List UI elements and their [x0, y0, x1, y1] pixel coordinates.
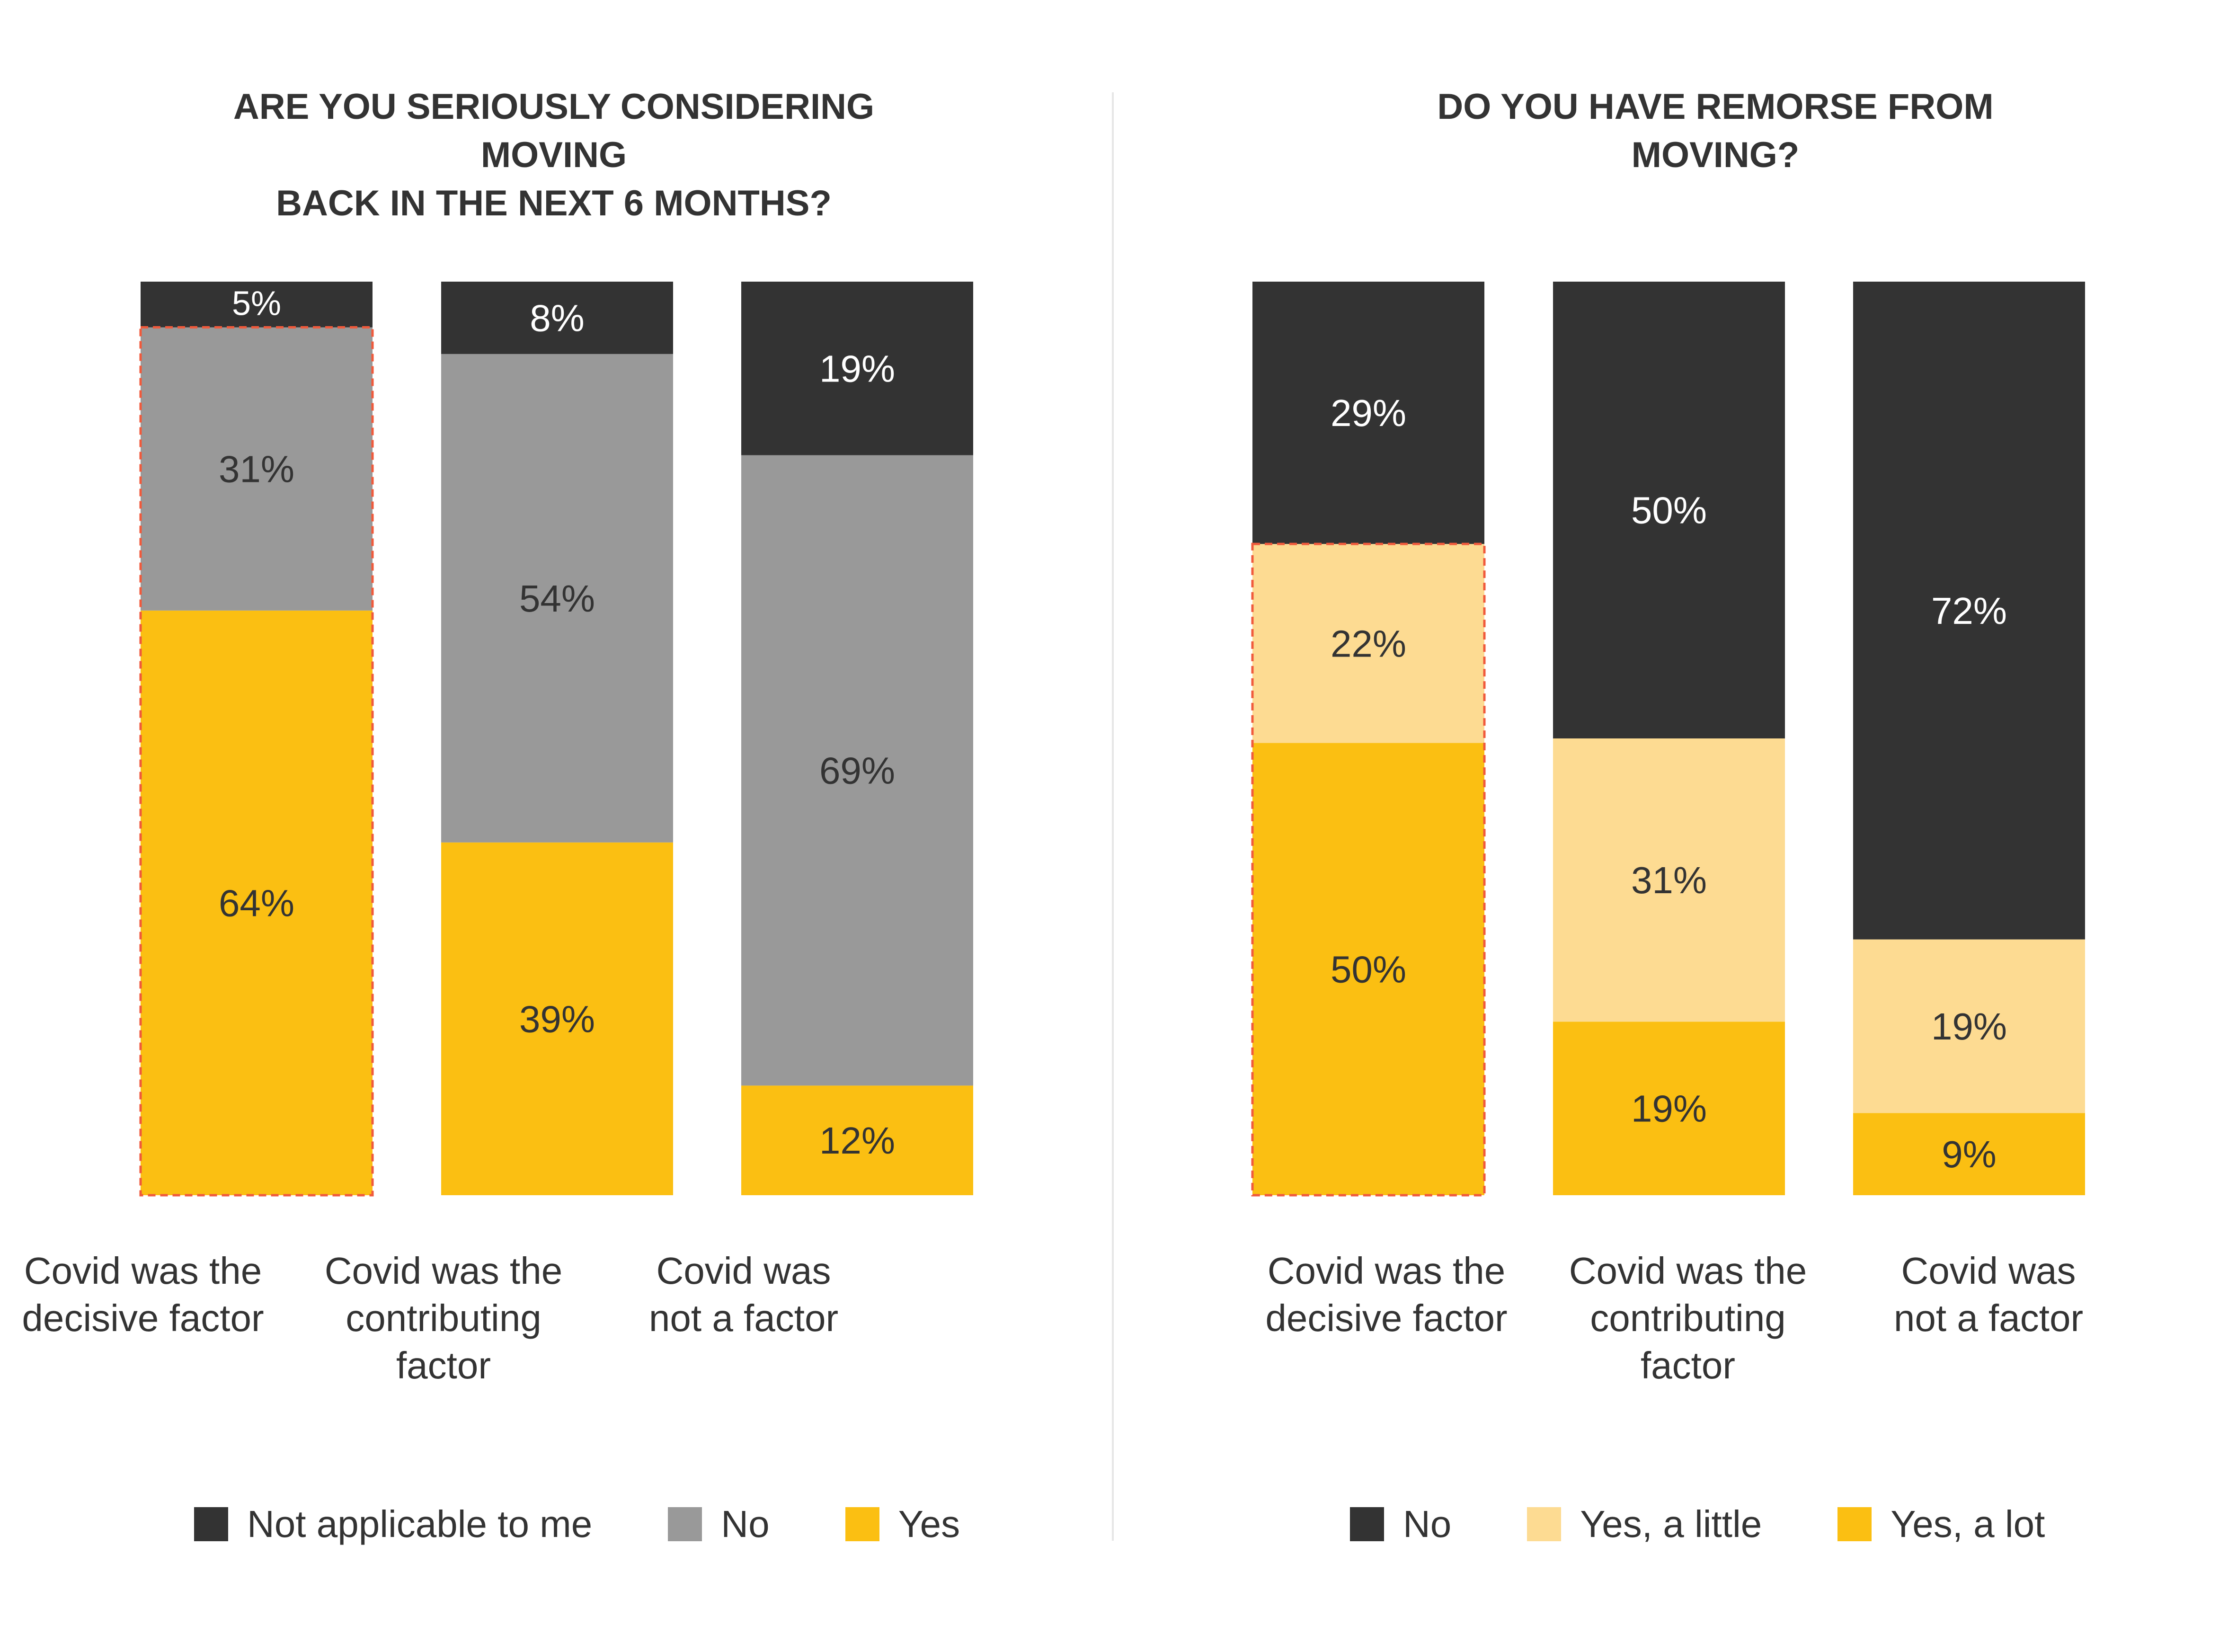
- category-label-line: Covid was the: [24, 1250, 262, 1292]
- legend-item: Yes: [845, 1502, 960, 1546]
- category-label: Covid was the contributing factor: [320, 1247, 567, 1389]
- legend-item: Yes, a little: [1527, 1502, 1762, 1546]
- legend-item: Not applicable to me: [194, 1502, 592, 1546]
- panel-divider: [1112, 92, 1114, 1541]
- category-label: Covid was the decisive factor: [1263, 1247, 1509, 1342]
- chart-title: ARE YOU SERIOUSLY CONSIDERING MOVING BAC…: [180, 83, 928, 228]
- legend-swatch: [1837, 1507, 1872, 1541]
- legend-swatch: [1527, 1507, 1562, 1541]
- chart-legend: Not applicable to me No Yes: [194, 1503, 1036, 1545]
- bar-segment: [141, 327, 373, 611]
- category-label: Covid was the decisive factor: [20, 1247, 266, 1342]
- bar-segment: [1853, 1113, 2085, 1195]
- bar-value-label: 31%: [219, 448, 294, 490]
- chart-legend: No Yes, a little Yes, a lot: [1350, 1503, 2121, 1545]
- bar-segment: [441, 842, 673, 1195]
- category-label-line: decisive factor: [22, 1297, 264, 1339]
- bar-segment: [441, 354, 673, 843]
- highlight-outline: [1251, 542, 1486, 1197]
- bar-segment: [741, 282, 973, 455]
- category-label-line: contributing: [1590, 1297, 1786, 1339]
- category-label-line: contributing: [346, 1297, 541, 1339]
- bar-value-label: 12%: [819, 1119, 895, 1162]
- bar-value-label: 50%: [1631, 489, 1707, 532]
- category-label-line: decisive factor: [1265, 1297, 1508, 1339]
- legend-label: Yes, a lot: [1891, 1503, 2045, 1545]
- bar-segment: [1553, 1021, 1785, 1195]
- bar-segment: [1553, 738, 1785, 1022]
- bar-segment: [441, 282, 673, 354]
- stacked-bar-plot: 50% 22% 29% 19% 31% 50% 9% 19% 72%: [1251, 282, 2085, 1197]
- bar-value-label: 19%: [1631, 1088, 1707, 1130]
- bar-segment: [1853, 282, 2085, 940]
- bar-segment: [741, 455, 973, 1086]
- category-label-line: factor: [1640, 1344, 1736, 1386]
- bar-segment: [141, 610, 373, 1195]
- legend-swatch: [668, 1507, 702, 1541]
- bar-value-label: 54%: [519, 577, 595, 620]
- category-label: Covid was not a factor: [1865, 1247, 2112, 1342]
- bar-segment: [741, 1085, 973, 1195]
- legend-item: Yes, a lot: [1837, 1502, 2045, 1546]
- chart-title: DO YOU HAVE REMORSE FROM MOVING?: [1379, 83, 2051, 179]
- legend-swatch: [194, 1507, 228, 1541]
- bar-value-label: 72%: [1931, 590, 2007, 632]
- legend-swatch: [1350, 1507, 1384, 1541]
- bar-value-label: 8%: [530, 297, 585, 339]
- bar-value-label: 5%: [232, 284, 281, 322]
- legend-label: Yes: [898, 1503, 960, 1545]
- bar-value-label: 64%: [219, 882, 294, 924]
- category-label-line: Covid was the: [1569, 1250, 1807, 1292]
- bar-segment: [141, 282, 373, 328]
- bar-segment: [1252, 282, 1484, 544]
- category-label-line: Covid was: [1901, 1250, 2076, 1292]
- category-label-line: not a factor: [648, 1297, 839, 1339]
- category-label: Covid was the contributing factor: [1565, 1247, 1811, 1389]
- stacked-bar-plot: 64% 31% 5% 39% 54% 8% 12% 69% 19%: [139, 282, 973, 1197]
- bar-value-label: 39%: [519, 998, 595, 1040]
- category-label-line: factor: [396, 1344, 491, 1386]
- bar-value-label: 22%: [1331, 622, 1406, 665]
- legend-label: Yes, a little: [1580, 1503, 1762, 1545]
- bar-value-label: 50%: [1331, 948, 1406, 990]
- chart-panel-remorse: DO YOU HAVE REMORSE FROM MOVING? 50% 22% 2…: [1110, 0, 2219, 1652]
- chart-title-line: BACK IN THE NEXT 6 MONTHS?: [276, 183, 832, 223]
- bar-value-label: 19%: [1931, 1005, 2007, 1048]
- legend-label: No: [1403, 1503, 1452, 1545]
- legend-label: Not applicable to me: [247, 1503, 593, 1545]
- bar-segment: [1252, 743, 1484, 1195]
- chart-title-line: ARE YOU SERIOUSLY CONSIDERING MOVING: [233, 87, 875, 175]
- bar-segment: [1553, 282, 1785, 738]
- bar-value-label: 9%: [1942, 1133, 1997, 1175]
- legend-item: No: [668, 1502, 770, 1546]
- bar-segment: [1853, 939, 2085, 1113]
- bar-value-label: 19%: [819, 347, 895, 390]
- bar-segment: [1252, 544, 1484, 743]
- category-label-line: Covid was: [656, 1250, 831, 1292]
- bar-value-label: 31%: [1631, 859, 1707, 901]
- bar-value-label: 69%: [819, 750, 895, 792]
- chart-title-line: DO YOU HAVE REMORSE FROM MOVING?: [1437, 87, 1994, 175]
- chart-panel-moving-back: ARE YOU SERIOUSLY CONSIDERING MOVING BAC…: [20, 83, 1036, 1545]
- bar-value-label: 29%: [1331, 392, 1406, 434]
- category-label-line: Covid was the: [324, 1250, 563, 1292]
- category-label-line: not a factor: [1893, 1297, 2084, 1339]
- legend-label: No: [721, 1503, 770, 1545]
- category-label: Covid was not a factor: [621, 1247, 867, 1342]
- category-label-line: Covid was the: [1267, 1250, 1506, 1292]
- legend-swatch: [845, 1507, 879, 1541]
- legend-item: No: [1350, 1502, 1451, 1546]
- highlight-outline: [139, 326, 374, 1197]
